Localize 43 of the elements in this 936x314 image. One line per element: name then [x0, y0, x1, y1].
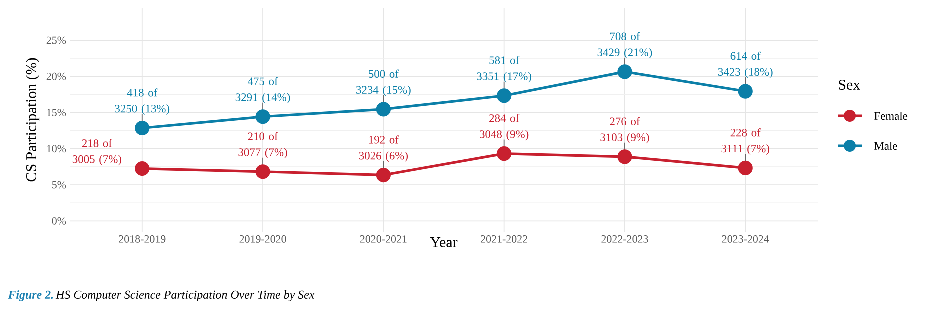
data-label: 500 of 3234 (15%) — [356, 70, 411, 96]
caption: Figure 2. — [8, 290, 54, 302]
y-axis-title: CS Participation (%) — [26, 58, 40, 182]
data-label: 475 of 3291 (14%) — [236, 77, 290, 104]
point — [618, 64, 632, 80]
x-tick-label: 2018-2019 — [119, 236, 166, 243]
x-tick-label: 2022-2023 — [602, 236, 648, 243]
x-axis-title: Year — [430, 238, 458, 248]
point — [135, 120, 150, 136]
point — [497, 88, 512, 104]
x-tick-label: 2021-2022 — [481, 236, 528, 243]
data-label: 210 of 3077 (7%) — [238, 132, 288, 159]
point — [497, 146, 512, 162]
text: HS Computer Science Participation Over Time by Sex — [56, 290, 315, 302]
data-label: 708 of 3429 (21%) — [598, 32, 652, 59]
point — [738, 84, 753, 99]
y-tick-label: 25% — [46, 36, 66, 44]
point — [618, 150, 632, 164]
point — [376, 102, 391, 117]
y-tick-label: 0% — [52, 217, 66, 225]
y-tick-label: 15% — [47, 109, 66, 116]
legend-title: Sex — [839, 80, 860, 90]
y-tick-label: 5% — [52, 181, 66, 189]
data-label: 614 of 3423 (18%) — [718, 52, 773, 78]
point — [738, 160, 753, 176]
point — [256, 110, 270, 124]
data-label: 228 of 3111 (7%) — [722, 128, 770, 155]
x-tick-label: 2023-2024 — [722, 236, 770, 243]
point — [376, 168, 391, 183]
data-label: 192 of 3026 (6%) — [359, 136, 408, 162]
x-tick-label: 2019-2020 — [240, 236, 286, 243]
data-label: 218 of 3005 (7%) — [72, 139, 122, 166]
data-label: 284 of 3048 (9%) — [480, 114, 529, 141]
point — [135, 161, 150, 176]
legend-label: Male — [874, 142, 898, 150]
data-label: 418 of 3250 (13%) — [115, 88, 170, 116]
point — [256, 164, 270, 180]
data-label: 276 of 3103 (9%) — [600, 117, 650, 144]
x-tick-label: 2020-2021 — [360, 236, 407, 243]
y-tick-label: 10% — [47, 145, 66, 153]
data-label: 581 of 3351 (17%) — [477, 56, 532, 83]
y-tick-label: 20% — [46, 72, 66, 80]
legend-label: Female — [874, 112, 908, 120]
